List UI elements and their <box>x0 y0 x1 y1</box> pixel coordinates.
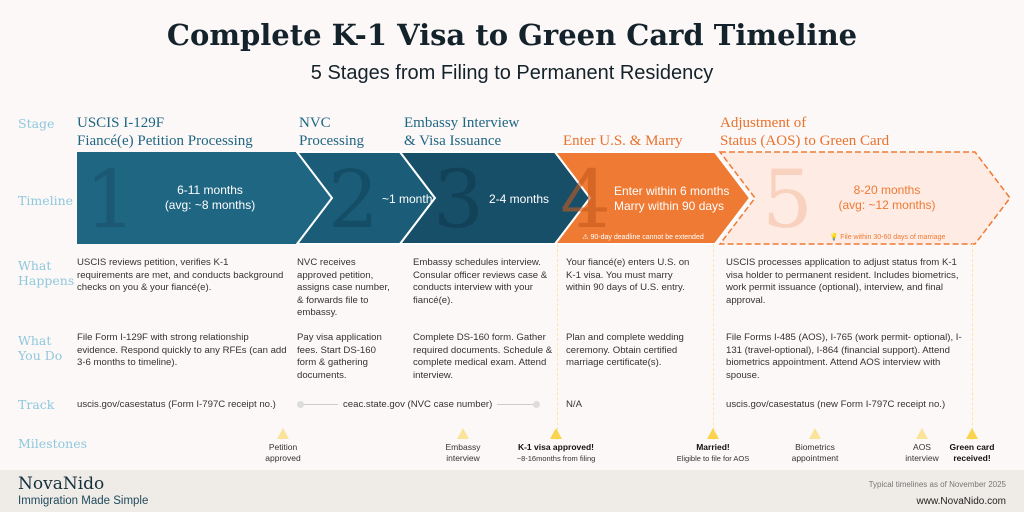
chevron-stage-1 <box>77 152 332 244</box>
divider <box>972 244 973 440</box>
stage-1-what-happens: USCIS reviews petition, verifies K-1 req… <box>77 257 284 293</box>
stage-5-timeline: 8-20 months (avg: ~12 months) <box>838 183 936 212</box>
milestone-label: Green card received! <box>950 442 995 464</box>
milestone-detail: appointment <box>791 453 839 463</box>
stage-3-title: Embassy Interview & Visa Issuance <box>404 115 520 149</box>
track-connector <box>298 404 338 405</box>
stage-2-number: 2 <box>328 153 379 246</box>
stage-1-what-you-do: File Form I-129F with strong relationshi… <box>77 332 287 368</box>
stage-2-title: NVC Processing <box>299 115 364 149</box>
track-dot <box>297 401 304 408</box>
track-dot <box>533 401 540 408</box>
stage-2-timeline: ~1 month <box>382 192 433 206</box>
milestone-marker-icon <box>277 428 289 439</box>
stage-4-note: ⚠ 90-day deadline cannot be extended <box>582 234 704 241</box>
stage-2-track: ceac.state.gov (NVC case number) <box>343 399 493 410</box>
milestone-detail: interview <box>905 453 939 463</box>
stage-4-what-happens: Your fiancé(e) enters U.S. on K-1 visa. … <box>566 257 690 293</box>
stage-5-note: 💡 File within 30-60 days of marriage <box>829 234 946 241</box>
stage-4-what-you-do: Plan and complete wedding ceremony. Obta… <box>566 332 684 368</box>
stage-3-what-happens: Embassy schedules interview. Consular of… <box>413 257 548 306</box>
milestone-label: AOS interview <box>905 442 939 464</box>
timeline-note: Typical timelines as of November 2025 <box>868 480 1006 489</box>
milestone-detail: ~8-16months from filing <box>516 454 596 463</box>
milestone-label: Petition approved <box>265 442 300 464</box>
stage-5-title: Adjustment of Status (AOS) to Green Card <box>720 115 890 149</box>
stage-2-what-happens: NVC receives approved petition, assigns … <box>297 257 390 318</box>
page-title: Complete K-1 Visa to Green Card Timeline <box>166 18 858 52</box>
milestone-label: Embassy interview <box>446 442 481 464</box>
row-label-timeline: Timeline <box>18 193 74 208</box>
milestone-title: K-1 visa approved! <box>517 442 595 452</box>
milestone-title: AOS <box>913 442 931 452</box>
milestone-detail: interview <box>446 453 480 463</box>
milestone-marker-icon <box>809 428 821 439</box>
stage-4-number: 4 <box>560 153 611 246</box>
row-label-what-happens: What Happens <box>18 258 75 288</box>
milestone-title: Biometrics <box>795 442 835 452</box>
stage-2-what-you-do: Pay visa application fees. Start DS-160 … <box>297 332 382 381</box>
milestone-title: Petition <box>268 442 298 452</box>
timeline-chevrons <box>77 151 1011 245</box>
stage-3-number: 3 <box>433 153 484 246</box>
stage-1-timeline: 6-11 months (avg: ~8 months) <box>164 183 256 212</box>
track-connector <box>497 404 537 405</box>
milestone-title: Embassy <box>445 442 481 452</box>
milestone-label: Married! Eligible to file for AOS <box>677 442 750 464</box>
stage-3-what-you-do: Complete DS-160 form. Gather required do… <box>413 332 553 381</box>
milestone-marker-icon <box>916 428 928 439</box>
stage-1-number: 1 <box>85 153 136 246</box>
stage-5-track: uscis.gov/casestatus (new Form I-797C re… <box>726 399 946 410</box>
chevron-stage-5 <box>718 151 1011 245</box>
row-label-stage: Stage <box>18 116 55 131</box>
chevron-stage-4 <box>552 151 752 245</box>
row-label-track: Track <box>18 397 55 412</box>
milestone-title: Married! <box>696 442 730 452</box>
stage-4-track: N/A <box>566 399 582 410</box>
milestone-label: K-1 visa approved! ~8-16months from filin… <box>517 442 596 464</box>
divider <box>557 244 558 440</box>
stage-1-title: USCIS I-129F Fiancé(e) Petition Processin… <box>77 115 253 149</box>
milestone-marker-icon <box>707 428 719 439</box>
row-label-milestones: Milestones <box>18 436 88 451</box>
stage-5-number: 5 <box>762 153 813 246</box>
brand-tagline: Immigration Made Simple <box>18 495 149 507</box>
brand-logo: NovaNido <box>18 474 105 494</box>
stage-4-title: Enter U.S. & Marry <box>563 133 683 149</box>
footer: NovaNido Immigration Made Simple Typical… <box>0 470 1024 512</box>
milestone-marker-icon <box>966 428 978 439</box>
milestone-marker-icon <box>457 428 469 439</box>
stage-4-timeline: Enter within 6 months Marry within 90 day… <box>614 184 730 213</box>
website-link[interactable]: www.NovaNido.com <box>916 496 1006 507</box>
milestone-detail: received! <box>953 453 991 463</box>
stage-5-what-you-do: File Forms I-485 (AOS), I-765 (work perm… <box>726 332 962 381</box>
milestone-detail: approved <box>265 453 301 463</box>
page-subtitle: 5 Stages from Filing to Permanent Reside… <box>310 62 714 84</box>
milestone-detail: Eligible to file for AOS <box>676 454 750 463</box>
stage-3-timeline: 2-4 months <box>489 192 550 206</box>
divider <box>713 244 714 440</box>
milestone-marker-icon <box>550 428 562 439</box>
stage-1-track: uscis.gov/casestatus (Form I-797C receip… <box>77 399 276 410</box>
milestone-label: Biometrics appointment <box>792 442 839 464</box>
stage-5-what-happens: USCIS processes application to adjust st… <box>726 257 959 306</box>
milestone-title: Green card <box>949 442 995 452</box>
row-label-what-you-do: What You Do <box>18 333 63 363</box>
